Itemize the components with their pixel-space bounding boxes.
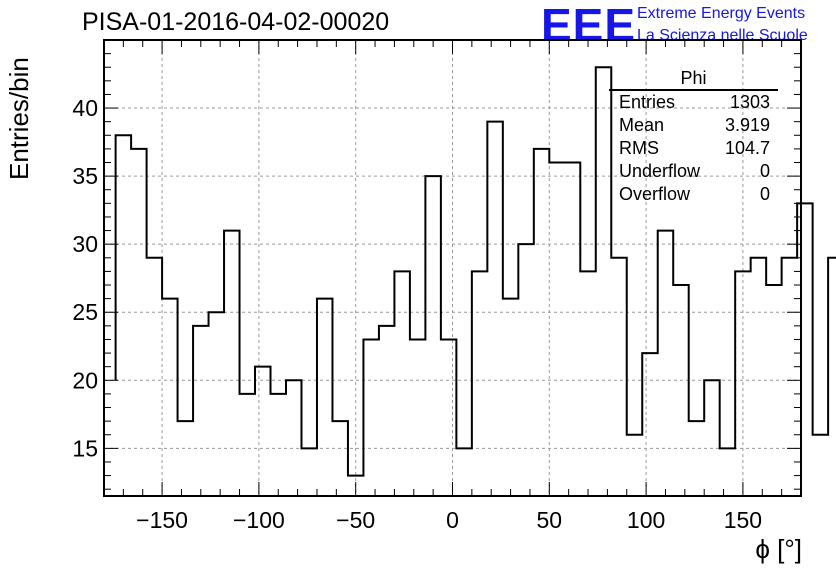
x-tick-label: −150 — [136, 507, 188, 533]
y-tick-label: 25 — [72, 299, 98, 325]
logo-line-1: Extreme Energy Events — [637, 5, 806, 22]
stats-box-title: Phi — [609, 67, 778, 91]
y-tick-label: 40 — [72, 95, 98, 121]
stats-label: RMS — [619, 138, 659, 158]
stats-row-mean: Mean 3.919 — [609, 114, 778, 137]
y-tick-label: 35 — [72, 163, 98, 189]
stats-value: 1303 — [729, 92, 770, 112]
y-axis-label: Entries/bin — [4, 57, 34, 180]
stats-label: Overflow — [619, 184, 691, 204]
x-tick-label: 100 — [627, 507, 665, 533]
stats-value: 3.919 — [724, 115, 770, 135]
y-tick-label: 15 — [72, 435, 98, 461]
x-axis-label: ϕ [°] — [755, 534, 802, 564]
histogram-series — [114, 66, 836, 477]
stats-value: 0 — [759, 184, 770, 204]
stats-box: Phi Entries 1303 Mean 3.919 RMS 104.7 Un… — [609, 67, 778, 206]
x-tick-label: −50 — [336, 507, 375, 533]
stats-value: 104.7 — [724, 138, 770, 158]
x-tick-label: 50 — [537, 507, 563, 533]
stats-row-underflow: Underflow 0 — [609, 160, 778, 183]
stats-row-rms: RMS 104.7 — [609, 137, 778, 160]
stats-row-entries: Entries 1303 — [609, 91, 778, 114]
stats-label: Underflow — [619, 161, 701, 181]
chart-title: PISA-01-2016-04-02-00020 — [82, 8, 390, 36]
stats-label: Mean — [619, 115, 665, 135]
y-tick-label: 20 — [72, 367, 98, 393]
stats-row-overflow: Overflow 0 — [609, 183, 778, 206]
stats-label: Entries — [619, 92, 676, 112]
x-tick-label: −100 — [233, 507, 285, 533]
x-tick-label: 150 — [724, 507, 762, 533]
y-tick-label: 30 — [72, 231, 98, 257]
x-tick-label: 0 — [446, 507, 459, 533]
stats-value: 0 — [759, 161, 770, 181]
